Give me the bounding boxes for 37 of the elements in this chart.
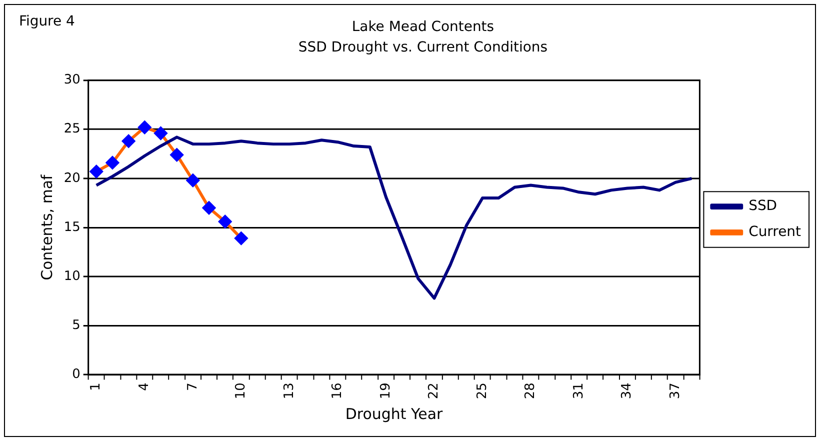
x-tick-label: 4 xyxy=(137,382,152,391)
y-tick-label: 20 xyxy=(64,170,80,186)
y-axis-title: Contents, maf xyxy=(38,174,56,280)
x-tick-label: 19 xyxy=(378,382,394,400)
y-tick-label: 5 xyxy=(72,318,80,334)
y-tick-label: 15 xyxy=(64,220,80,235)
caption: Figure 4 xyxy=(18,14,76,30)
x-tick-label: 13 xyxy=(282,382,297,400)
x-tick-label: 25 xyxy=(474,382,490,400)
x-tick-label: 16 xyxy=(330,382,346,400)
legend-label: SSD xyxy=(748,198,778,214)
chart-subtitle: SSD Drought vs. Current Conditions xyxy=(298,40,548,56)
x-tick-label: 10 xyxy=(234,382,249,400)
y-tick-label: 30 xyxy=(64,72,80,88)
point xyxy=(186,174,200,187)
point xyxy=(122,134,136,148)
point xyxy=(170,148,184,162)
point xyxy=(218,215,232,228)
point xyxy=(154,126,168,140)
y-tick-label: 25 xyxy=(64,122,80,137)
chart-title: Lake Mead Contents xyxy=(352,18,494,35)
x-tick-label: 7 xyxy=(185,382,200,391)
x-tick-label: 34 xyxy=(620,382,635,400)
x-tick-label: 1 xyxy=(88,382,104,391)
point xyxy=(202,201,216,214)
point xyxy=(138,120,152,134)
x-tick-label: 37 xyxy=(668,382,683,400)
x-tick-label: 28 xyxy=(523,382,538,400)
y-tick-label: 10 xyxy=(64,268,80,284)
point xyxy=(90,165,103,178)
x-axis-title: Drought Year xyxy=(345,404,444,423)
x-tick-label: 22 xyxy=(426,382,442,400)
x-tick-label: 31 xyxy=(571,382,586,400)
point xyxy=(106,156,119,170)
y-tick-label: 0 xyxy=(72,367,80,382)
legend-label: Current xyxy=(748,224,802,240)
point xyxy=(234,232,248,245)
